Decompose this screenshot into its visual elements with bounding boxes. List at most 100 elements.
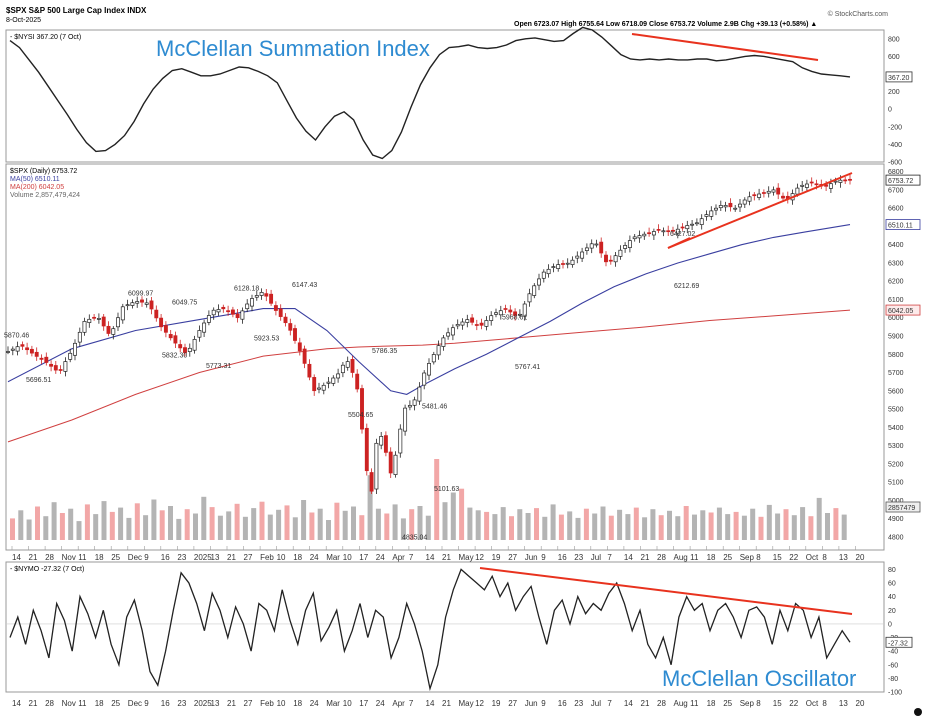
- volume-bar: [617, 509, 623, 540]
- candle-body: [140, 299, 144, 303]
- date-axis-1-label: 28: [657, 553, 666, 562]
- price-annotation: 5504.65: [348, 412, 373, 419]
- candle-body: [761, 192, 766, 194]
- date-axis-1-label: Nov: [62, 553, 76, 562]
- date-axis-1-label: 7: [409, 553, 414, 562]
- volume-bar: [700, 510, 706, 540]
- volume-bar: [450, 492, 456, 540]
- volume-bar: [359, 515, 365, 540]
- candle-body: [436, 345, 441, 356]
- volume-bar: [226, 511, 232, 540]
- date-axis-1-label: 21: [442, 553, 451, 562]
- date-axis-1-label: 27: [508, 553, 517, 562]
- candle-body: [58, 369, 63, 371]
- candle-body: [661, 230, 666, 233]
- candle-body: [694, 222, 699, 225]
- volume-bar: [791, 515, 797, 540]
- date-axis-2-label: 16: [161, 699, 170, 708]
- volume-bar: [84, 504, 90, 540]
- candle-body: [795, 187, 800, 195]
- candle-body: [733, 207, 738, 210]
- volume-bar: [367, 475, 373, 540]
- summation-trendline: [631, 33, 819, 61]
- volume-bar: [184, 509, 190, 540]
- date-axis-1-label: 14: [426, 553, 435, 562]
- price-annotation: 5786.35: [372, 348, 397, 355]
- candle-body: [704, 214, 709, 217]
- oscillator-y-tick: -100: [888, 690, 902, 697]
- date-axis-2-label: 21: [29, 699, 38, 708]
- candle-body: [517, 313, 522, 316]
- candle-body: [589, 243, 594, 249]
- volume-bar: [683, 506, 689, 540]
- oscillator-y-tick: 40: [888, 594, 896, 601]
- volume-bar: [143, 515, 149, 540]
- volume-bar: [484, 511, 490, 540]
- candle-body: [632, 236, 637, 240]
- date-axis-1-label: 8: [756, 553, 761, 562]
- date-axis-1-label: 9: [541, 553, 546, 562]
- date-axis-1-label: 24: [376, 553, 385, 562]
- candle-body: [273, 305, 278, 311]
- summation-y-tick: -200: [888, 124, 902, 131]
- date-axis-1-label: 21: [29, 553, 38, 562]
- date-axis-2-label: 24: [310, 699, 319, 708]
- date-axis-1-label: 18: [293, 553, 302, 562]
- candle-body: [412, 399, 417, 406]
- summation-legend: - $NYSI 367.20 (7 Oct): [10, 34, 81, 41]
- volume-bar: [109, 511, 115, 540]
- candle-body: [6, 351, 10, 353]
- date-axis-1-label: 16: [161, 553, 170, 562]
- oscillator-last-value-box: [885, 636, 913, 648]
- volume-bar: [334, 502, 340, 540]
- candle-body: [254, 295, 259, 298]
- candle-body: [513, 311, 518, 316]
- date-axis-1-label: 10: [277, 553, 286, 562]
- summation-series: [9, 26, 851, 160]
- volume-bar: [309, 512, 315, 540]
- volume-bar: [417, 506, 423, 540]
- candle-body: [843, 179, 848, 182]
- price-y-tick: 5700: [888, 370, 904, 377]
- date-axis-2-label: 22: [789, 699, 798, 708]
- volume-bar: [284, 505, 290, 540]
- date-axis-1-label: 16: [558, 553, 567, 562]
- candle-body: [20, 344, 25, 347]
- date-axis-1-label: 11: [78, 553, 87, 562]
- volume-bar: [692, 514, 697, 540]
- header-date: 8-Oct-2025: [6, 17, 41, 24]
- volume-bar: [525, 513, 531, 540]
- candle-body: [96, 318, 101, 320]
- date-axis-1-label: Jul: [591, 553, 601, 562]
- volume-bar: [833, 508, 839, 540]
- candle-body: [450, 327, 455, 336]
- candle-body: [269, 293, 274, 304]
- oscillator-y-tick: -60: [888, 662, 898, 669]
- date-axis-2-label: Oct: [806, 699, 819, 708]
- volume-axis-marker-box: [885, 501, 921, 513]
- candle-body: [474, 324, 479, 326]
- candle-body: [723, 205, 728, 208]
- candle-body: [599, 241, 604, 254]
- price-y-tick: 5600: [888, 388, 904, 395]
- volume-bar: [825, 513, 830, 540]
- summation-y-tick: 200: [888, 89, 900, 96]
- candle-body: [570, 259, 575, 265]
- volume-bar: [575, 517, 581, 540]
- date-axis-1-label: May: [459, 553, 474, 562]
- volume-bar: [608, 515, 614, 540]
- candle-body: [111, 328, 116, 335]
- price-annotation: 5923.53: [254, 336, 279, 343]
- oscillator-y-tick: 60: [888, 581, 896, 588]
- price-annotation: 4835.04: [402, 535, 427, 542]
- volume-bar: [409, 509, 415, 540]
- volume-bar: [425, 515, 431, 540]
- volume-bar: [583, 508, 589, 540]
- date-axis-1-label: 18: [95, 553, 104, 562]
- price-y-tick: 6100: [888, 297, 904, 304]
- volume-bar: [93, 514, 99, 540]
- date-axis-1-label: 23: [574, 553, 583, 562]
- candle-body: [192, 339, 197, 351]
- volume-bar: [35, 506, 40, 540]
- price-axis-marker-label: 6510.11: [888, 223, 913, 230]
